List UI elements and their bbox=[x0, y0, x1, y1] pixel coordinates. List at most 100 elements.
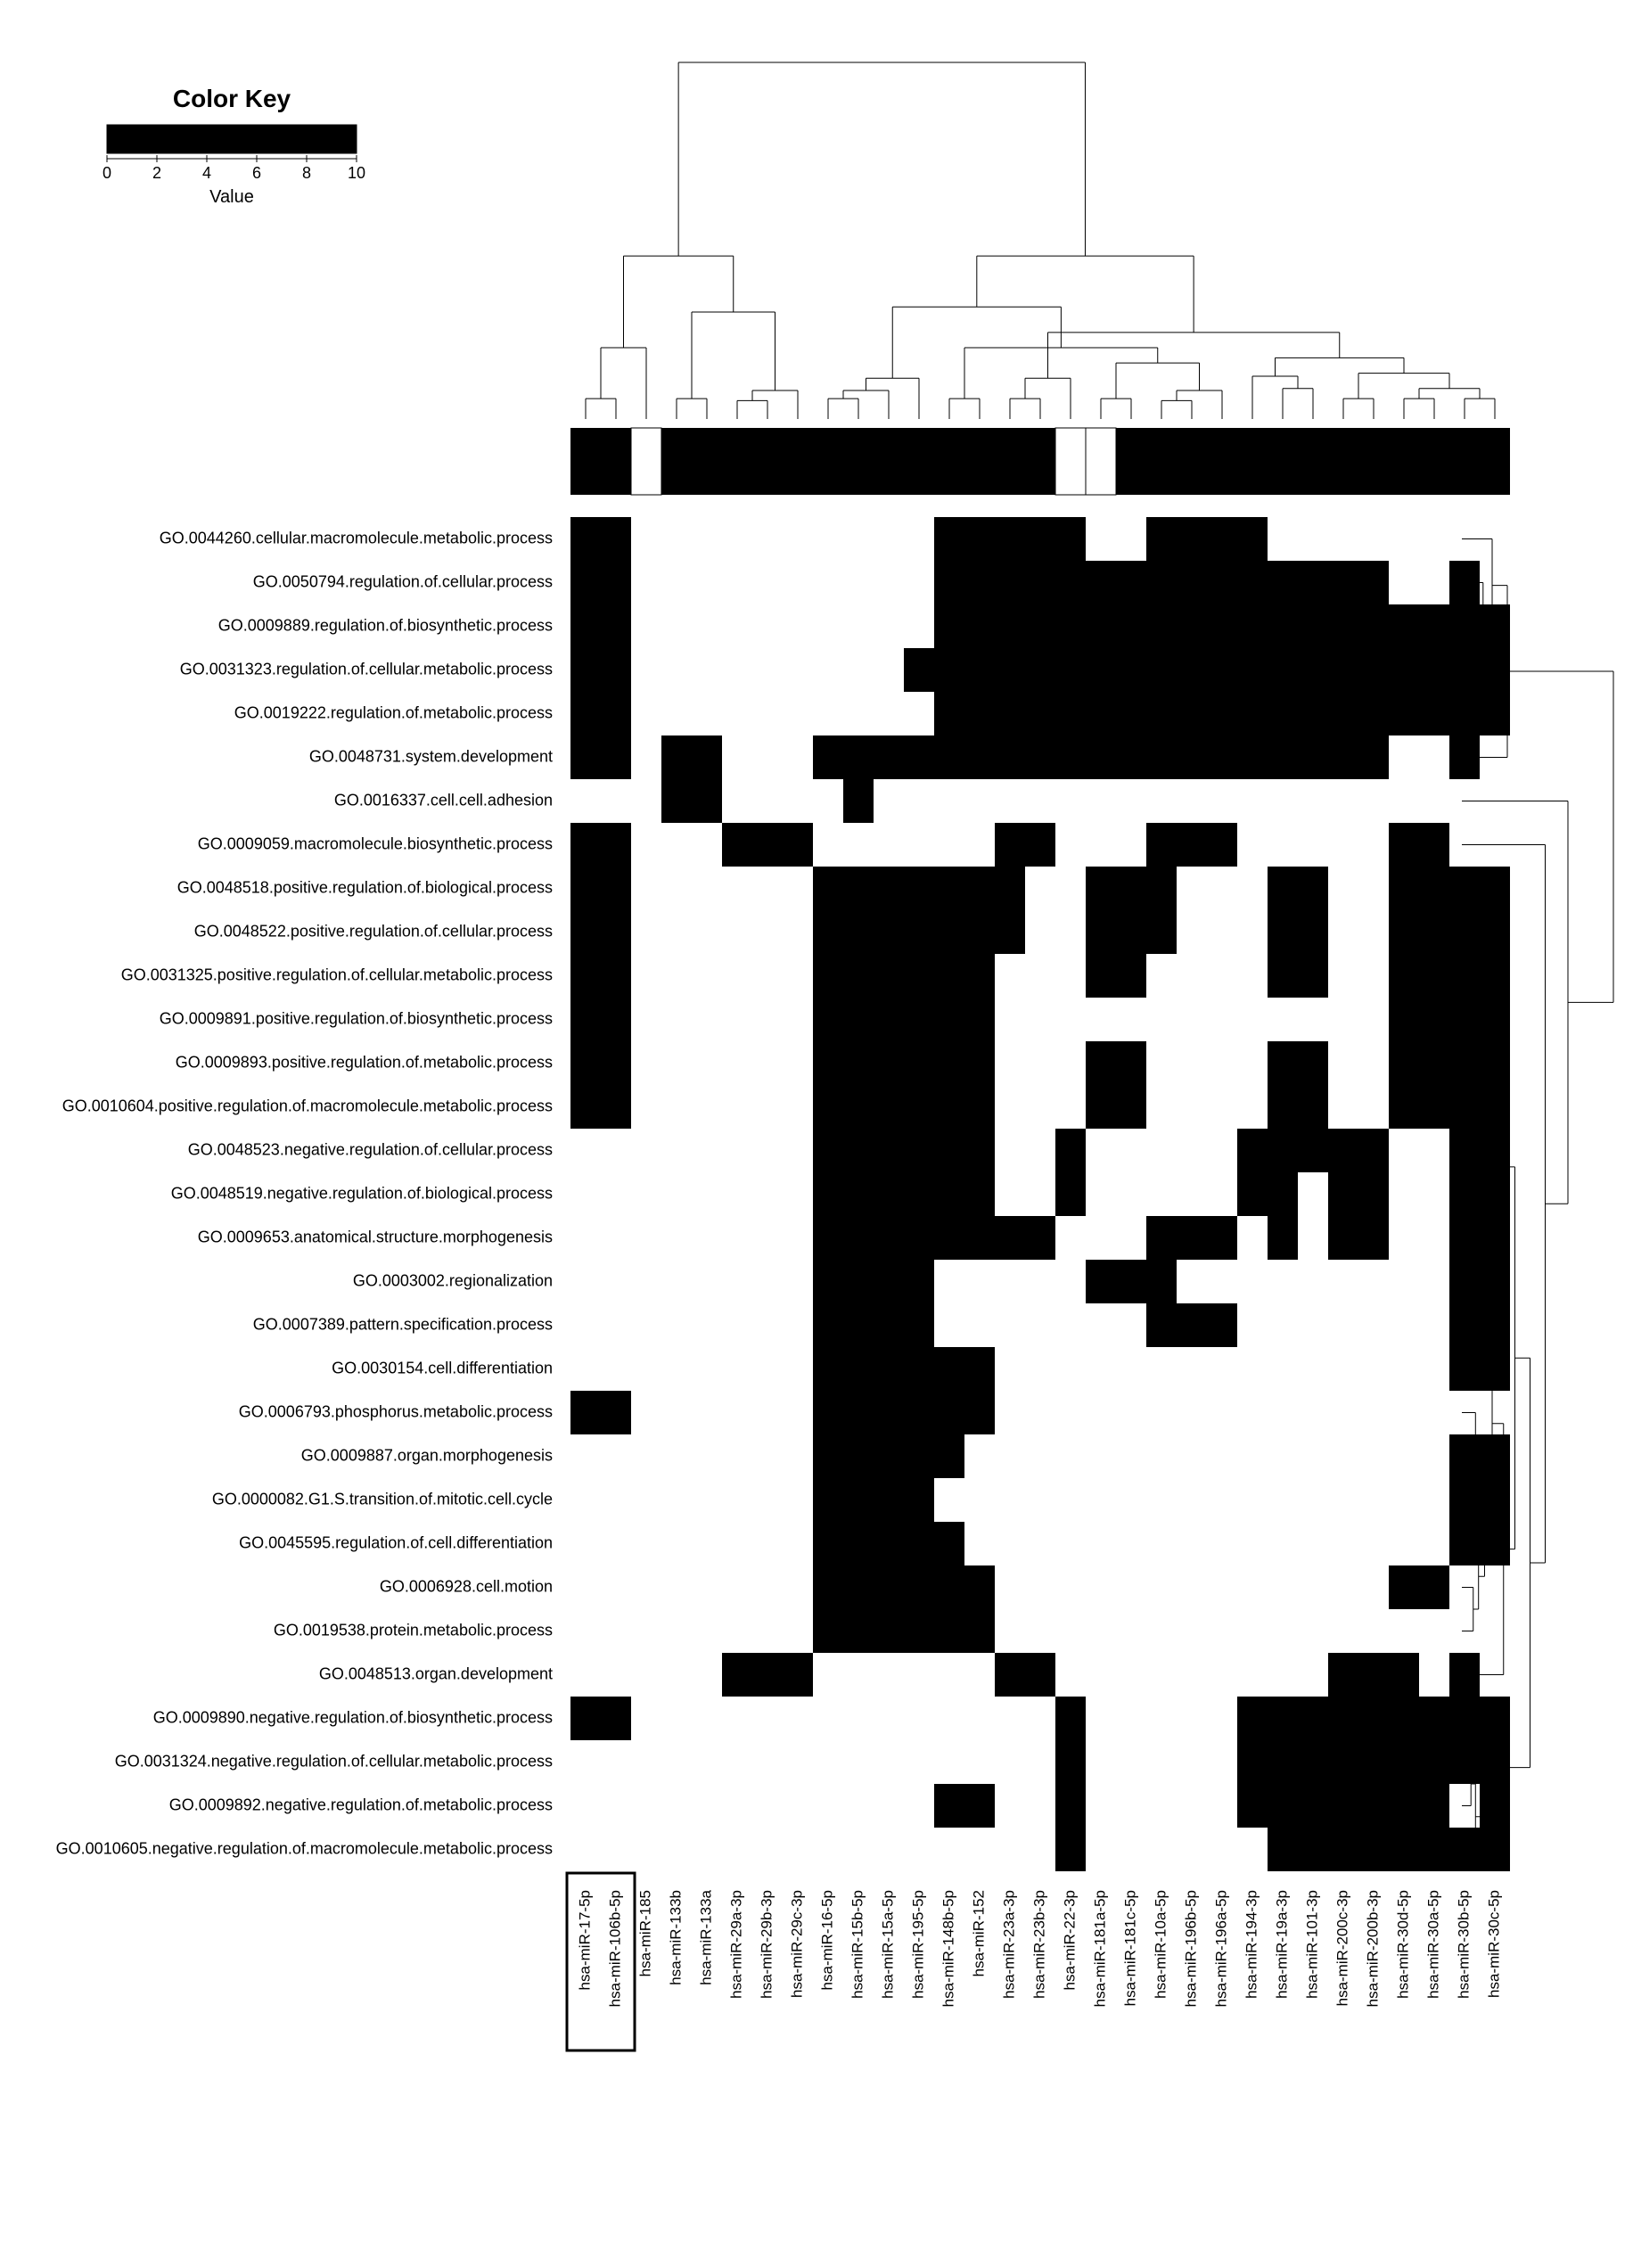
col-sidebar-cell bbox=[995, 428, 1025, 495]
heatmap-cell bbox=[631, 692, 661, 735]
heatmap-cell bbox=[570, 998, 601, 1041]
heatmap-cell bbox=[570, 1828, 601, 1871]
heatmap-cell bbox=[1177, 1085, 1207, 1129]
svg-text:6: 6 bbox=[252, 164, 261, 182]
heatmap-cell bbox=[813, 1129, 843, 1172]
heatmap-cell bbox=[1358, 998, 1389, 1041]
heatmap-cell bbox=[1146, 954, 1177, 998]
heatmap-cell bbox=[692, 517, 722, 561]
heatmap-cell bbox=[752, 1478, 783, 1522]
row-label: GO.0048731.system.development bbox=[309, 747, 553, 765]
heatmap-cell bbox=[904, 1784, 934, 1828]
heatmap-cell bbox=[995, 1216, 1025, 1260]
heatmap-cell bbox=[1086, 1391, 1116, 1434]
heatmap-cell bbox=[995, 1784, 1025, 1828]
heatmap-cell bbox=[1177, 692, 1207, 735]
heatmap-cell bbox=[601, 867, 631, 910]
heatmap-cell bbox=[601, 1347, 631, 1391]
heatmap-cell bbox=[964, 1172, 995, 1216]
heatmap-cell bbox=[813, 648, 843, 692]
heatmap-cell bbox=[995, 604, 1025, 648]
heatmap-cell bbox=[1025, 910, 1055, 954]
row-label: GO.0009889.regulation.of.biosynthetic.pr… bbox=[218, 616, 553, 634]
heatmap-cell bbox=[964, 823, 995, 867]
heatmap-cell bbox=[964, 867, 995, 910]
heatmap-cell bbox=[995, 1347, 1025, 1391]
heatmap-cell bbox=[1480, 1085, 1510, 1129]
col-label: hsa-miR-181a-5p bbox=[1091, 1890, 1108, 2007]
heatmap-cell bbox=[692, 998, 722, 1041]
heatmap-cell bbox=[1358, 1565, 1389, 1609]
heatmap-cell bbox=[1116, 954, 1146, 998]
heatmap-cell bbox=[783, 1740, 813, 1784]
heatmap-cell bbox=[783, 1391, 813, 1434]
heatmap-cell bbox=[964, 998, 995, 1041]
heatmap-cell bbox=[1025, 867, 1055, 910]
heatmap-cell bbox=[1389, 648, 1419, 692]
heatmap-cell bbox=[995, 1697, 1025, 1740]
heatmap-cell bbox=[904, 823, 934, 867]
col-labels: hsa-miR-17-5phsa-miR-106b-5phsa-miR-185h… bbox=[576, 1889, 1502, 2007]
heatmap-cell bbox=[1207, 692, 1237, 735]
heatmap-cell bbox=[995, 998, 1025, 1041]
heatmap-cell bbox=[1177, 954, 1207, 998]
col-sidebar-cell bbox=[843, 428, 874, 495]
heatmap-cell bbox=[1177, 1041, 1207, 1085]
heatmap-cell bbox=[631, 998, 661, 1041]
heatmap-cell bbox=[1025, 1434, 1055, 1478]
col-label: hsa-miR-194-3p bbox=[1243, 1890, 1260, 1999]
heatmap-cell bbox=[1025, 1260, 1055, 1303]
heatmap-cell bbox=[1055, 648, 1086, 692]
row-label: GO.0009653.anatomical.structure.morphoge… bbox=[198, 1228, 553, 1245]
heatmap-cell bbox=[1268, 823, 1298, 867]
heatmap-cell bbox=[843, 954, 874, 998]
heatmap-cell bbox=[783, 1041, 813, 1085]
heatmap-cell bbox=[1207, 1478, 1237, 1522]
col-label: hsa-miR-29b-3p bbox=[758, 1890, 775, 1999]
heatmap-cell bbox=[601, 517, 631, 561]
col-sidebar-cell bbox=[601, 428, 631, 495]
heatmap-cell bbox=[1116, 735, 1146, 779]
heatmap-cell bbox=[874, 561, 904, 604]
heatmap-cell bbox=[783, 1303, 813, 1347]
heatmap-cell bbox=[843, 867, 874, 910]
heatmap-cell bbox=[1055, 1478, 1086, 1522]
col-sidebar-cell bbox=[1237, 428, 1268, 495]
heatmap-cell bbox=[1389, 998, 1419, 1041]
heatmap-cell bbox=[601, 1129, 631, 1172]
heatmap-cell bbox=[1086, 604, 1116, 648]
heatmap-cell bbox=[1298, 1565, 1328, 1609]
heatmap-cell bbox=[934, 1260, 964, 1303]
heatmap-cell bbox=[1268, 910, 1298, 954]
heatmap-cell bbox=[692, 1303, 722, 1347]
heatmap-cell bbox=[1086, 867, 1116, 910]
col-label: hsa-miR-17-5p bbox=[576, 1890, 593, 1990]
heatmap-cell bbox=[1389, 1828, 1419, 1871]
heatmap-cell bbox=[1358, 561, 1389, 604]
col-sidebar-cell bbox=[1086, 428, 1116, 495]
row-label: GO.0048513.organ.development bbox=[319, 1664, 553, 1682]
heatmap-cell bbox=[1086, 1129, 1116, 1172]
heatmap-cell bbox=[843, 561, 874, 604]
heatmap-cell bbox=[692, 1085, 722, 1129]
heatmap-cell bbox=[934, 1478, 964, 1522]
heatmap-cell bbox=[1419, 1391, 1449, 1434]
heatmap-cell bbox=[1358, 1347, 1389, 1391]
col-label: hsa-miR-200b-3p bbox=[1364, 1890, 1381, 2007]
heatmap-cell bbox=[964, 1478, 995, 1522]
heatmap-cell bbox=[904, 1129, 934, 1172]
heatmap-cell bbox=[1389, 604, 1419, 648]
heatmap-cell bbox=[752, 1347, 783, 1391]
heatmap-cell bbox=[1116, 1085, 1146, 1129]
heatmap-cell bbox=[1419, 1434, 1449, 1478]
col-sidebar-cell bbox=[1480, 428, 1510, 495]
heatmap-cell bbox=[570, 1129, 601, 1172]
heatmap-cell bbox=[601, 779, 631, 823]
heatmap-cell bbox=[1146, 648, 1177, 692]
heatmap-cell bbox=[934, 1085, 964, 1129]
heatmap-cell bbox=[1146, 735, 1177, 779]
heatmap-cell bbox=[874, 692, 904, 735]
heatmap-cell bbox=[1086, 1784, 1116, 1828]
heatmap-cell bbox=[570, 648, 601, 692]
heatmap-cell bbox=[1086, 779, 1116, 823]
